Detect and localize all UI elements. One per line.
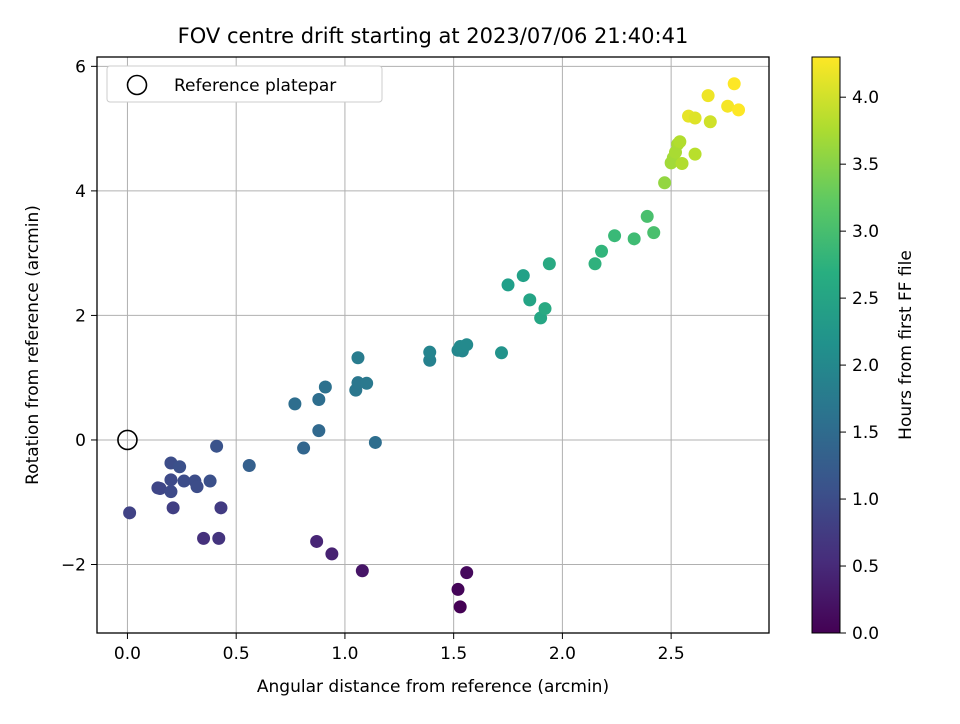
x-axis-ticks: 0.0 0.5 1.0 1.5 2.0 2.5 (114, 633, 685, 664)
data-point (608, 229, 622, 243)
legend-reference-marker (126, 74, 148, 96)
data-point (177, 474, 191, 488)
colorbar-ticks: 0.0 0.5 1.0 1.5 2.0 2.5 3.0 3.5 4.0 (840, 88, 879, 644)
data-point (675, 156, 689, 170)
data-point (214, 501, 228, 515)
data-point (288, 397, 302, 411)
data-point (360, 376, 374, 390)
data-point (351, 351, 365, 365)
colorbar: 0.0 0.5 1.0 1.5 2.0 2.5 3.0 3.5 4.0 Hours from f… (811, 56, 916, 644)
data-point (197, 531, 211, 545)
reference-marker (117, 429, 138, 451)
data-point (460, 566, 474, 580)
data-point (203, 474, 217, 488)
chart-title: FOV centre drift starting at 2023/07/06 … (178, 24, 689, 48)
y-tick-label: −2 (61, 556, 86, 576)
data-point (495, 346, 509, 360)
legend-label: Reference platepar (174, 76, 336, 96)
data-point (523, 293, 537, 307)
data-point (460, 338, 474, 352)
x-tick-label: 0.5 (223, 644, 250, 664)
data-point (516, 269, 530, 283)
data-point (640, 209, 654, 223)
data-point (325, 547, 339, 561)
colorbar-tick-label: 2.0 (852, 356, 879, 376)
colorbar-tick-label: 1.0 (852, 490, 879, 510)
data-point (701, 89, 715, 103)
data-point (212, 531, 226, 545)
data-point (542, 257, 556, 271)
x-tick-label: 1.5 (440, 644, 467, 664)
data-point (312, 392, 326, 406)
colorbar-tick-label: 1.5 (852, 423, 879, 443)
data-point (732, 103, 746, 117)
plot-frame (96, 56, 770, 634)
legend-box (106, 65, 383, 103)
data-point (164, 485, 178, 499)
grid (97, 57, 769, 633)
data-point (166, 501, 180, 515)
colorbar-tick-label: 0.0 (852, 624, 879, 644)
data-point (595, 244, 609, 258)
data-point (190, 480, 204, 494)
data-point (210, 439, 224, 453)
colorbar-tick-label: 3.5 (852, 155, 879, 175)
data-point (355, 564, 369, 578)
data-point (312, 424, 326, 438)
data-point (501, 278, 515, 292)
data-point (368, 435, 382, 449)
x-tick-label: 0.0 (114, 644, 141, 664)
data-point (627, 232, 641, 246)
colorbar-gradient (811, 56, 841, 634)
data-point (297, 441, 311, 455)
y-tick-label: 6 (75, 57, 86, 77)
colorbar-tick-label: 2.5 (852, 289, 879, 309)
legend: Reference platepar (106, 65, 383, 103)
y-tick-label: 4 (75, 182, 86, 202)
x-axis-label: Angular distance from reference (arcmin) (257, 677, 609, 697)
colorbar-tick-label: 4.0 (852, 88, 879, 108)
y-axis-ticks: −2 0 2 4 6 (61, 57, 97, 576)
data-point (688, 147, 702, 161)
data-points (123, 77, 746, 614)
data-point (688, 111, 702, 125)
data-point (703, 115, 717, 129)
y-axis-label: Rotation from reference (arcmin) (23, 205, 43, 485)
data-point (242, 458, 256, 472)
data-point (310, 534, 324, 548)
data-point (721, 99, 735, 113)
data-point (318, 380, 332, 394)
data-point (658, 176, 672, 190)
data-point (588, 257, 602, 271)
data-point (453, 600, 467, 614)
data-point (423, 345, 437, 359)
data-point (538, 302, 552, 316)
x-tick-label: 1.0 (331, 644, 358, 664)
reference-marker-group (117, 429, 138, 451)
data-point (164, 473, 178, 487)
x-tick-label: 2.0 (549, 644, 576, 664)
colorbar-tick-label: 3.0 (852, 222, 879, 242)
y-tick-label: 0 (75, 431, 86, 451)
data-point (673, 135, 687, 149)
data-point (153, 482, 167, 496)
data-point (647, 226, 661, 240)
colorbar-tick-label: 0.5 (852, 557, 879, 577)
x-tick-label: 2.5 (658, 644, 685, 664)
data-point (727, 77, 741, 91)
data-point (173, 460, 187, 474)
y-tick-label: 2 (75, 306, 86, 326)
colorbar-label: Hours from first FF file (896, 250, 916, 440)
data-point (123, 506, 137, 520)
data-point (451, 582, 465, 596)
